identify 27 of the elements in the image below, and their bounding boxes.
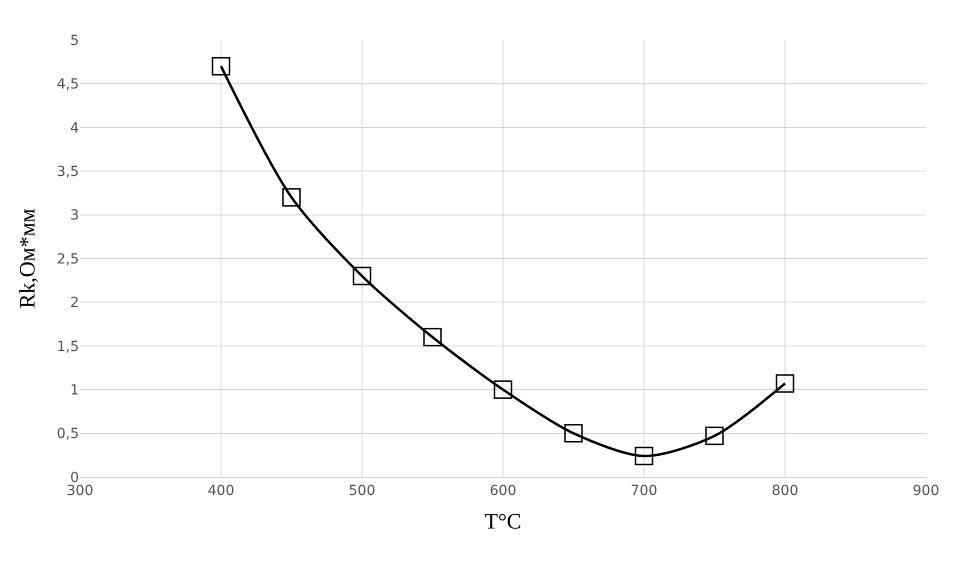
point <box>212 56 230 76</box>
point <box>705 426 724 446</box>
y-tick-label: 4,5 <box>56 76 79 93</box>
y-tick-label: 2 <box>70 295 79 312</box>
y-axis-title: Rk,Ом*мм <box>14 208 40 308</box>
y-tick-label: 1 <box>70 382 79 398</box>
y-tick-label: 3 <box>70 208 79 224</box>
y-tick-label: 4 <box>70 120 80 136</box>
point <box>423 328 442 346</box>
x-tick-label: 800 <box>772 482 798 499</box>
y-tick-label: 3,5 <box>56 164 79 180</box>
point <box>564 424 583 443</box>
x-tick-label: 700 <box>630 482 658 499</box>
y-tick-label: 0,5 <box>56 426 79 442</box>
y-tick-label: 5 <box>70 32 79 49</box>
point <box>776 374 794 393</box>
point <box>634 446 654 466</box>
y-tick-label: 2,5 <box>56 251 79 268</box>
x-tick-label: 600 <box>490 482 516 499</box>
x-tick-label: 900 <box>912 482 940 499</box>
y-tick-label: 1,5 <box>56 338 79 355</box>
x-axis-title: T°C <box>484 508 522 534</box>
point <box>352 266 372 286</box>
point <box>494 380 512 399</box>
point <box>282 188 301 207</box>
x-tick-label: 500 <box>348 482 376 499</box>
x-tick-label: 400 <box>208 482 234 499</box>
